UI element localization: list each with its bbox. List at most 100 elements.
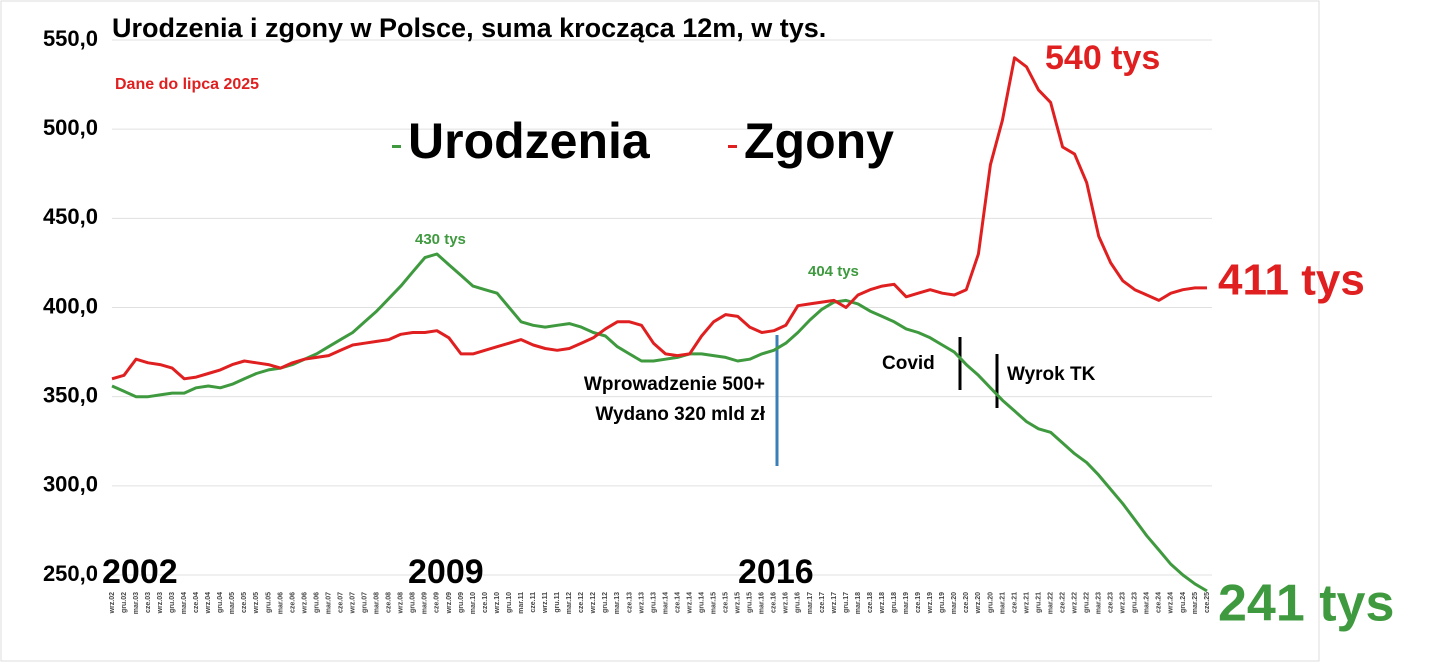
x-tick-label: cze.03: [145, 592, 152, 613]
x-tick-label: gru.10: [506, 592, 513, 613]
x-tick-label: gru.17: [843, 592, 850, 613]
x-tick-label: gru.07: [362, 592, 369, 613]
x-tick-label: mar.05: [229, 592, 236, 614]
y-tick-label: 250,0: [43, 561, 98, 586]
x-tick-label: wrz.24: [1168, 592, 1175, 615]
x-tick-label: wrz.17: [831, 592, 838, 615]
x-tick-label: cze.21: [1011, 592, 1018, 613]
y-tick-label: 300,0: [43, 472, 98, 497]
x-tick-label: cze.25: [1204, 592, 1211, 613]
x-tick-label: gru.24: [1180, 592, 1187, 613]
x-tick-label: mar.15: [710, 592, 717, 614]
x-tick-label: mar.11: [518, 592, 525, 614]
x-tick-label: wrz.04: [205, 592, 212, 615]
annotation: Wprowadzenie 500+: [584, 374, 765, 395]
x-tick-label: cze.24: [1156, 592, 1163, 613]
x-tick-label: mar.22: [1047, 592, 1054, 614]
x-tick-label: cze.06: [289, 592, 296, 613]
annotation: 241 tys: [1218, 575, 1394, 633]
y-tick-label: 550,0: [43, 26, 98, 51]
x-tick-label: wrz.21: [1023, 592, 1030, 615]
x-tick-label: gru.18: [891, 592, 898, 613]
year-label: 2009: [408, 553, 484, 591]
x-tick-label: gru.21: [1035, 592, 1042, 613]
x-tick-label: cze.13: [626, 592, 633, 613]
x-tick-label: cze.16: [771, 592, 778, 613]
x-tick-label: mar.21: [999, 592, 1006, 614]
x-tick-label: wrz.22: [1071, 592, 1078, 615]
annotation: 540 tys: [1045, 39, 1160, 77]
year-label: 2002: [102, 553, 178, 591]
chart-title: Urodzenia i zgony w Polsce, suma krocząc…: [112, 13, 826, 43]
x-tick-label: cze.23: [1108, 592, 1115, 613]
x-tick-label: wrz.19: [927, 592, 934, 615]
x-tick-label: gru.14: [698, 592, 705, 613]
x-tick-label: mar.20: [951, 592, 958, 614]
x-tick-label: wrz.06: [301, 592, 308, 615]
x-tick-label: cze.17: [819, 592, 826, 613]
x-tick-label: wrz.12: [590, 592, 597, 615]
frame: [0, 0, 1320, 662]
x-tick-label: gru.06: [313, 592, 320, 613]
x-tick-label: cze.07: [337, 592, 344, 613]
x-tick-label: wrz.03: [157, 592, 164, 615]
x-tick-label: gru.04: [217, 592, 224, 613]
annotation: 404 tys: [808, 263, 859, 280]
x-tick-label: gru.03: [169, 592, 176, 613]
x-tick-label: mar.06: [277, 592, 284, 614]
x-tick-label: wrz.18: [879, 592, 886, 615]
x-tick-label: wrz.09: [446, 592, 453, 615]
x-tick-label: mar.07: [325, 592, 332, 614]
legend-entry: Zgony: [744, 113, 894, 169]
x-tick-label: gru.19: [939, 592, 946, 613]
x-tick-label: gru.13: [650, 592, 657, 613]
x-tick-label: cze.10: [482, 592, 489, 613]
x-tick-label: cze.19: [915, 592, 922, 613]
x-tick-label: cze.14: [674, 592, 681, 613]
x-tick-label: wrz.23: [1120, 592, 1127, 615]
x-tick-label: wrz.08: [398, 592, 405, 615]
y-tick-label: 350,0: [43, 382, 98, 407]
x-tick-label: wrz.13: [638, 592, 645, 615]
x-tick-label: gru.16: [795, 592, 802, 613]
x-tick-label: wrz.16: [783, 592, 790, 615]
legend-entry: Urodzenia: [408, 113, 651, 169]
chart-subtitle: Dane do lipca 2025: [115, 76, 259, 93]
x-tick-label: cze.08: [386, 592, 393, 613]
x-tick-label: gru.23: [1132, 592, 1139, 613]
x-tick-label: mar.25: [1192, 592, 1199, 614]
x-tick-label: mar.24: [1144, 592, 1151, 614]
x-tick-label: mar.19: [903, 592, 910, 614]
x-tick-label: wrz.07: [350, 592, 357, 615]
x-tick-label: gru.15: [747, 592, 754, 613]
x-tick-label: mar.18: [855, 592, 862, 614]
x-tick-label: wrz.20: [975, 592, 982, 615]
x-tick-label: mar.14: [662, 592, 669, 614]
year-label: 2016: [738, 553, 814, 591]
x-tick-label: gru.02: [121, 592, 128, 613]
x-tick-label: cze.22: [1059, 592, 1066, 613]
y-tick-label: 400,0: [43, 293, 98, 318]
x-tick-label: mar.13: [614, 592, 621, 614]
x-tick-label: cze.09: [434, 592, 441, 613]
annotation: Wydano 320 mld zł: [595, 404, 765, 425]
x-tick-label: gru.05: [265, 592, 272, 613]
x-tick-label: mar.04: [181, 592, 188, 614]
x-tick-label: cze.05: [241, 592, 248, 613]
x-tick-label: wrz.14: [686, 592, 693, 615]
annotation: Wyrok TK: [1007, 364, 1096, 385]
x-tick-label: wrz.11: [542, 592, 549, 614]
y-tick-label: 450,0: [43, 204, 98, 229]
x-tick-label: mar.16: [759, 592, 766, 614]
x-tick-label: gru.08: [410, 592, 417, 613]
x-tick-label: wrz.10: [494, 592, 501, 615]
x-tick-label: gru.11: [554, 592, 561, 613]
x-tick-label: cze.18: [867, 592, 874, 613]
x-tick-label: cze.12: [578, 592, 585, 613]
x-tick-label: wrz.15: [735, 592, 742, 615]
legend-swatch: [728, 145, 737, 148]
x-tick-label: mar.03: [133, 592, 140, 614]
annotation: Covid: [882, 353, 935, 374]
